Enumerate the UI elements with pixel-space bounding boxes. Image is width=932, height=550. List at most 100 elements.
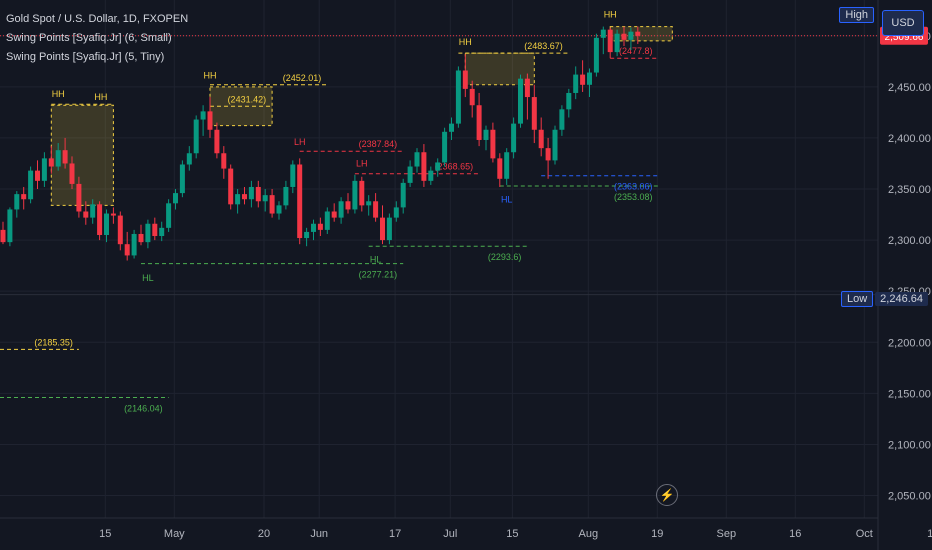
candle-body xyxy=(435,162,441,171)
x-tick-label: 15 xyxy=(99,528,111,540)
candle-body xyxy=(455,70,461,124)
x-tick-label: 15 xyxy=(927,528,932,540)
x-tick-label: Sep xyxy=(717,528,737,540)
candle-body xyxy=(7,209,13,243)
candle-body xyxy=(186,153,192,165)
low-price-tag: Low 2,246.64 xyxy=(840,290,928,308)
candle-body xyxy=(483,129,489,140)
candle-body xyxy=(504,152,510,179)
candle-body xyxy=(235,194,241,205)
candle-body xyxy=(124,244,130,256)
y-tick-label: 2,400.00 xyxy=(888,133,931,145)
candle-body xyxy=(373,201,379,218)
x-tick-label: Jun xyxy=(310,528,328,540)
swing-level-label: (2146.04) xyxy=(124,403,163,413)
candle-body xyxy=(193,119,199,154)
candle-body xyxy=(518,78,523,124)
candle-body xyxy=(407,166,413,183)
candle-body xyxy=(552,129,558,161)
candle-body xyxy=(145,223,151,243)
candle-body xyxy=(324,211,330,230)
swing-box xyxy=(464,52,535,86)
candle-body xyxy=(304,231,310,239)
candle-body xyxy=(338,201,344,218)
swing-point-label: HH xyxy=(204,71,217,81)
candle-body xyxy=(469,88,475,106)
candle-body xyxy=(28,170,34,200)
candle-body xyxy=(152,223,158,237)
swing-level-label: (2477.8) xyxy=(619,46,653,56)
candle-body xyxy=(566,92,572,110)
lightning-icon[interactable]: ⚡ xyxy=(656,484,678,506)
indicator-2-title[interactable]: Swing Points [Syafiq.Jr] (5, Tiny) xyxy=(6,51,165,63)
candle-body xyxy=(159,227,165,237)
swing-point-label: HH xyxy=(52,89,65,99)
candle-body xyxy=(297,164,303,239)
swing-level-label: HH xyxy=(94,92,107,102)
swing-point-label: HL xyxy=(501,194,513,204)
x-tick-label: May xyxy=(164,528,185,540)
candle-body xyxy=(69,163,75,184)
candle-body xyxy=(14,194,20,210)
candle-body xyxy=(607,29,613,53)
candle-body xyxy=(35,170,40,181)
low-label: Low xyxy=(840,291,874,307)
candle-body xyxy=(442,131,448,163)
currency-button[interactable]: USD xyxy=(882,10,924,36)
candle-body xyxy=(476,105,482,140)
candle-body xyxy=(621,33,627,40)
candle-body xyxy=(511,123,517,153)
candle-body xyxy=(262,195,268,202)
y-tick-label: 2,050.00 xyxy=(888,491,931,503)
candle-body xyxy=(200,111,206,120)
candle-body xyxy=(628,31,634,40)
chart-legend: Gold Spot / U.S. Dollar, 1D, FXOPEN Swin… xyxy=(6,10,188,67)
candle-body xyxy=(207,111,213,130)
y-tick-label: 2,100.00 xyxy=(888,439,931,451)
candle-body xyxy=(173,193,178,204)
swing-level-label: (2387.84) xyxy=(359,139,398,149)
candle-body xyxy=(414,152,420,167)
swing-level-label: (2452.01) xyxy=(283,73,322,83)
candle-body xyxy=(366,201,372,206)
swing-point-label: HH xyxy=(604,9,617,19)
candle-body xyxy=(276,205,282,214)
high-price-tag: High xyxy=(839,6,876,24)
candle-body xyxy=(166,203,172,228)
candle-body xyxy=(311,223,316,232)
low-value: 2,246.64 xyxy=(875,292,928,306)
swing-level-label: (2363.06) xyxy=(614,182,653,192)
swing-level-label: (2431.42) xyxy=(228,94,267,104)
y-tick-label: 2,350.00 xyxy=(888,184,931,196)
candle-body xyxy=(573,74,579,93)
symbol-title[interactable]: Gold Spot / U.S. Dollar, 1D, FXOPEN xyxy=(6,13,189,25)
candle-body xyxy=(490,129,496,159)
y-tick-label: 2,300.00 xyxy=(888,235,931,247)
x-tick-label: Oct xyxy=(856,528,873,540)
candle-body xyxy=(104,213,109,235)
candle-body xyxy=(587,72,592,85)
candle-body xyxy=(228,168,234,205)
candle-body xyxy=(593,37,599,73)
indicator-1-title[interactable]: Swing Points [Syafiq.Jr] (6, Small) xyxy=(6,32,172,44)
candle-body xyxy=(352,180,358,210)
swing-point-label: HH xyxy=(459,37,472,47)
x-tick-label: 17 xyxy=(389,528,401,540)
swing-level-label: (2293.6) xyxy=(488,252,522,262)
candle-body xyxy=(214,129,220,154)
candle-body xyxy=(359,180,365,206)
candle-body xyxy=(138,233,144,243)
candle-body xyxy=(497,158,503,179)
candle-body xyxy=(76,183,82,212)
candle-body xyxy=(290,164,296,187)
candle-body xyxy=(345,201,351,210)
candle-body xyxy=(614,33,620,53)
candle-body xyxy=(600,29,606,38)
candle-body xyxy=(62,150,68,164)
candle-body xyxy=(179,164,185,194)
y-tick-label: 2,450.00 xyxy=(888,82,931,94)
high-label: High xyxy=(839,7,874,23)
swing-point-label: HL xyxy=(370,255,382,265)
